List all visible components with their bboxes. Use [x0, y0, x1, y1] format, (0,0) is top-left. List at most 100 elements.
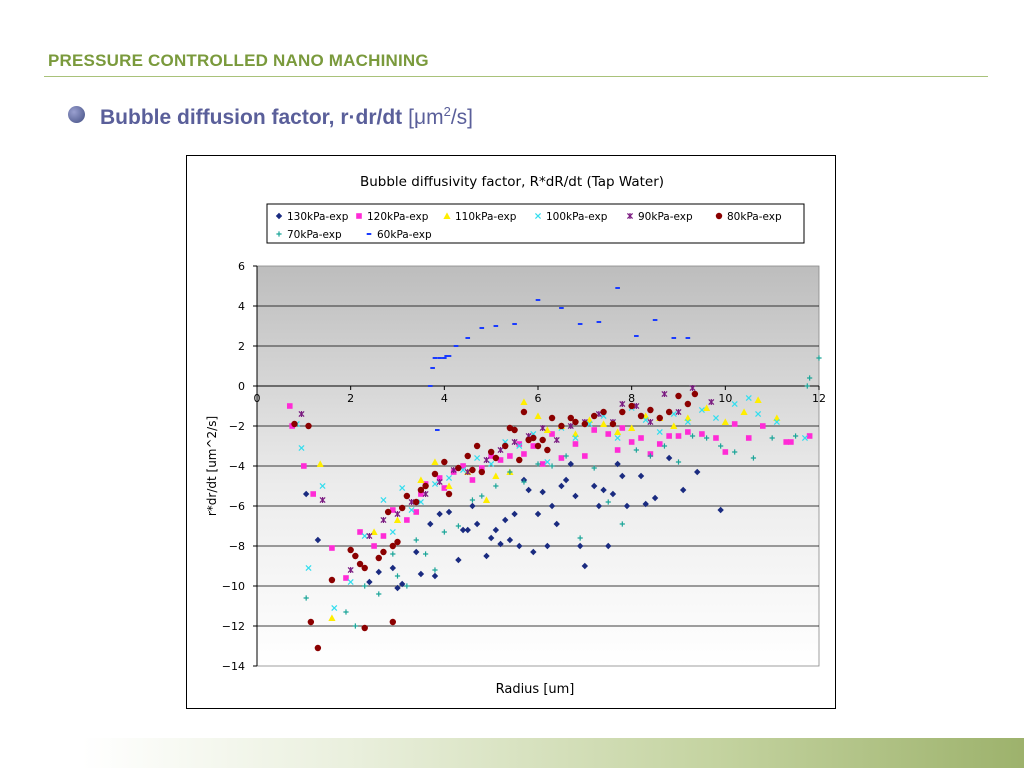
data-point — [455, 523, 461, 529]
data-point — [567, 414, 574, 422]
data-point — [455, 556, 462, 564]
data-point — [404, 517, 410, 523]
data-point — [497, 457, 504, 463]
data-point — [436, 478, 443, 486]
data-point — [417, 498, 424, 506]
data-point — [389, 618, 397, 626]
data-point — [408, 498, 415, 506]
data-point — [760, 423, 766, 429]
data-point — [384, 508, 392, 516]
data-point — [493, 325, 499, 327]
data-point — [516, 442, 523, 450]
data-point — [511, 438, 518, 446]
data-point — [453, 345, 459, 347]
data-point — [591, 465, 597, 471]
data-point — [543, 426, 551, 433]
data-point — [745, 435, 752, 441]
data-point — [619, 425, 626, 431]
data-point — [788, 439, 794, 445]
data-point — [431, 470, 439, 478]
data-point — [576, 542, 584, 550]
data-point — [441, 458, 448, 466]
data-point — [488, 460, 495, 468]
data-point — [628, 424, 636, 431]
data-point — [417, 486, 425, 494]
data-point — [479, 327, 485, 329]
data-point — [511, 426, 518, 434]
data-point — [493, 483, 499, 489]
data-point — [516, 542, 523, 550]
data-point — [605, 499, 611, 505]
data-point — [670, 422, 678, 429]
data-point — [698, 406, 705, 414]
data-point — [675, 459, 682, 465]
data-point — [691, 390, 699, 398]
data-point — [483, 552, 490, 560]
data-point — [465, 337, 471, 339]
bullet-main-text: Bubble diffusion factor, r·dr/dt — [100, 106, 403, 129]
data-point — [314, 536, 322, 544]
data-point — [444, 355, 449, 357]
data-point — [502, 516, 509, 524]
data-point — [389, 542, 397, 550]
data-point — [647, 418, 654, 426]
data-point — [773, 418, 780, 426]
data-point — [595, 502, 603, 510]
y-axis-label: r*dr/dt [um^2/s] — [205, 416, 219, 516]
y-tick-label: −10 — [222, 580, 245, 593]
data-point — [718, 443, 724, 449]
data-point — [328, 576, 336, 584]
data-point — [637, 472, 645, 480]
data-point — [427, 385, 433, 387]
data-point — [375, 568, 382, 576]
data-point — [619, 400, 626, 408]
data-point — [352, 552, 359, 560]
bullet-circle-icon — [68, 106, 85, 123]
data-point — [361, 532, 368, 540]
data-point — [436, 510, 443, 518]
data-point — [637, 412, 645, 420]
data-point — [534, 442, 542, 450]
data-point — [464, 452, 471, 460]
data-point — [605, 431, 612, 437]
data-point — [685, 429, 691, 435]
data-point — [516, 441, 523, 447]
data-point — [572, 418, 579, 426]
data-point — [783, 439, 790, 445]
y-tick-label: −4 — [229, 460, 245, 473]
data-point — [445, 490, 453, 498]
data-point — [432, 357, 438, 359]
data-point — [679, 486, 687, 494]
x-tick-label: 10 — [718, 392, 732, 405]
bullet-unit: [μm2/s] — [408, 104, 473, 129]
y-tick-label: 4 — [238, 300, 245, 313]
legend: 130kPa-exp 120kPa-exp 110kPa-exp 100kPa-exp… — [275, 211, 782, 241]
legend-entry: 70kPa-exp — [287, 229, 342, 241]
data-point — [413, 509, 420, 515]
data-point — [511, 510, 518, 518]
data-point — [488, 453, 494, 459]
data-point — [404, 583, 410, 589]
data-point — [773, 414, 781, 421]
data-point — [562, 476, 570, 484]
data-point — [487, 534, 495, 542]
bullet-unit-sup: 2 — [443, 104, 451, 119]
legend-entry: 130kPa-exp — [287, 211, 349, 223]
data-point — [628, 439, 635, 445]
data-point — [422, 490, 429, 498]
data-point — [445, 474, 453, 482]
legend-entry: 60kPa-exp — [377, 229, 432, 241]
data-point — [553, 520, 560, 528]
data-point — [516, 456, 523, 464]
data-point — [717, 506, 724, 514]
data-point — [430, 367, 435, 369]
data-point — [413, 548, 420, 556]
y-tick-label: −14 — [222, 660, 245, 673]
data-point — [362, 583, 368, 589]
legend-marker — [275, 212, 283, 220]
data-point — [572, 492, 579, 500]
data-point — [375, 554, 382, 562]
data-point — [647, 453, 653, 459]
data-point — [492, 526, 500, 534]
data-point — [634, 335, 639, 337]
